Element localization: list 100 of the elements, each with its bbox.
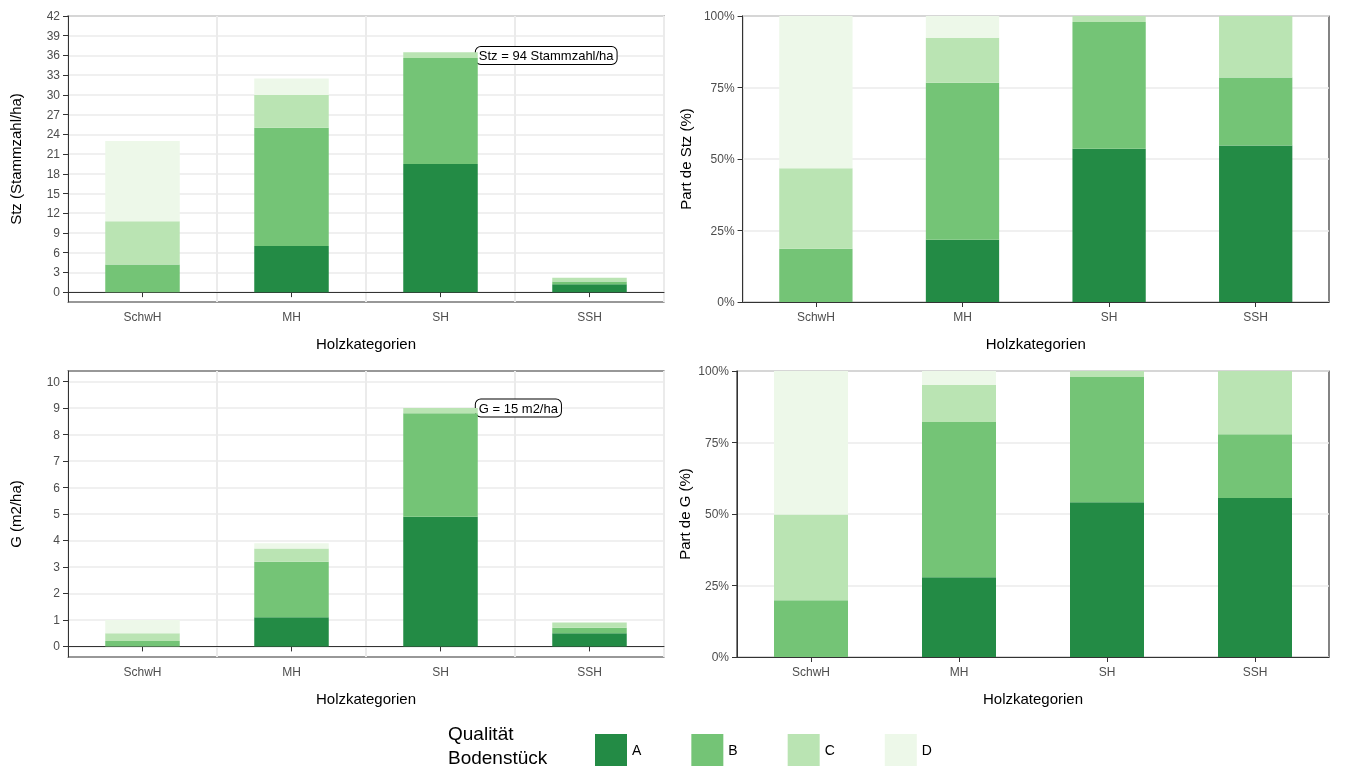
bar [254,94,329,128]
y-axis-title: Stz (Stammzahl/ha) [7,93,24,225]
x-tick-label: MH [953,310,972,324]
x-tick-label: SSH [577,310,602,324]
y-tick-label: 3 [53,559,61,574]
bar [403,516,478,647]
bar [925,82,1000,240]
x-tick-label: SSH [1242,665,1268,679]
bar [254,246,329,293]
y-tick-label: 24 [46,127,61,142]
bar [1219,16,1293,78]
y-tick-label: 21 [46,147,61,162]
x-tick-label: SH [432,310,449,324]
y-tick-label: 8 [53,427,61,442]
bar [403,52,478,59]
annotation: Stz = 94 Stammzahl/ha [478,47,615,63]
x-tick-label: SchwH [123,310,162,324]
bar [105,633,180,642]
x-tick-label: SH [1098,665,1116,679]
y-tick-label: 25% [710,223,735,238]
y-tick-label: 5 [53,507,61,521]
y-axis-title: G (m2/ha) [7,480,24,548]
y-tick-label: 0 [53,285,61,300]
bar [254,543,329,549]
bar [1072,148,1146,302]
bar [922,371,996,385]
bar [774,371,848,515]
bar [1070,371,1144,378]
y-tick-label: 27 [46,107,61,122]
y-tick-label: 12 [46,206,61,221]
y-tick-label: 0 [53,639,61,654]
x-tick-label: SH [432,665,449,679]
x-tick-label: SH [1100,310,1118,324]
y-tick-label: 42 [46,9,61,23]
y-tick-label: 75% [704,435,730,450]
bar [105,641,180,647]
bar [403,163,478,293]
x-tick-label: MH [949,665,969,679]
y-tick-label: 3 [53,265,61,280]
y-tick-label: 4 [53,533,61,548]
y-tick-label: 18 [46,166,61,181]
y-tick-label: 50% [710,152,735,166]
legend-label: B [728,742,738,758]
bar [925,239,1000,302]
y-tick-label: 9 [53,225,61,240]
x-tick-label: SchwH [796,310,835,324]
y-tick-label: 30 [46,87,61,102]
bar [1070,377,1144,503]
bar [922,577,996,657]
bar [403,413,478,517]
bar [1219,77,1293,146]
x-axis-title: Holzkategorien [982,690,1084,707]
x-axis-title: Holzkategorien [985,335,1086,352]
bar [552,627,627,634]
legend-label: D [921,742,932,758]
bar [779,16,853,169]
y-tick-label: 9 [53,401,61,416]
x-tick-label: MH [282,665,301,679]
bar [774,514,848,601]
bar [254,78,329,95]
x-axis-title: Holzkategorien [315,335,417,352]
bar [254,548,329,562]
y-tick-label: 7 [53,454,61,469]
x-tick-label: SchwH [791,665,831,679]
y-tick-label: 6 [53,480,61,495]
x-tick-label: SSH [1243,310,1269,324]
bar [779,248,853,302]
bar [1070,502,1144,657]
bar [922,421,996,578]
y-axis-title: Part de Stz (%) [677,108,694,210]
y-tick-label: 100% [698,364,730,378]
bar [403,58,478,164]
legend-label: A [632,742,642,758]
x-axis-title: Holzkategorien [315,690,417,707]
bar [1218,371,1292,435]
bar [552,633,627,647]
bar [105,264,180,293]
bar [922,384,996,422]
y-tick-label: 36 [46,48,61,63]
bar [105,221,180,265]
bar [1218,497,1292,657]
legend-title: Qualität Bodenstück [448,722,548,768]
bar [1072,22,1146,149]
y-tick-label: 6 [53,245,61,260]
bar [552,284,627,293]
bar [254,617,329,647]
bar [1072,16,1146,23]
y-tick-label: 0% [711,650,730,664]
bar [1218,434,1292,498]
y-tick-label: 39 [46,28,61,43]
y-tick-label: 100% [703,9,735,23]
x-tick-label: SchwH [123,665,162,679]
y-tick-label: 25% [704,578,730,593]
y-tick-label: 2 [53,586,61,601]
y-tick-label: 15 [46,186,61,201]
bar [552,622,627,628]
y-tick-label: 0% [717,295,735,309]
annotation: G = 15 m2/ha [478,400,559,416]
bar [105,140,180,222]
bar [925,16,1000,38]
